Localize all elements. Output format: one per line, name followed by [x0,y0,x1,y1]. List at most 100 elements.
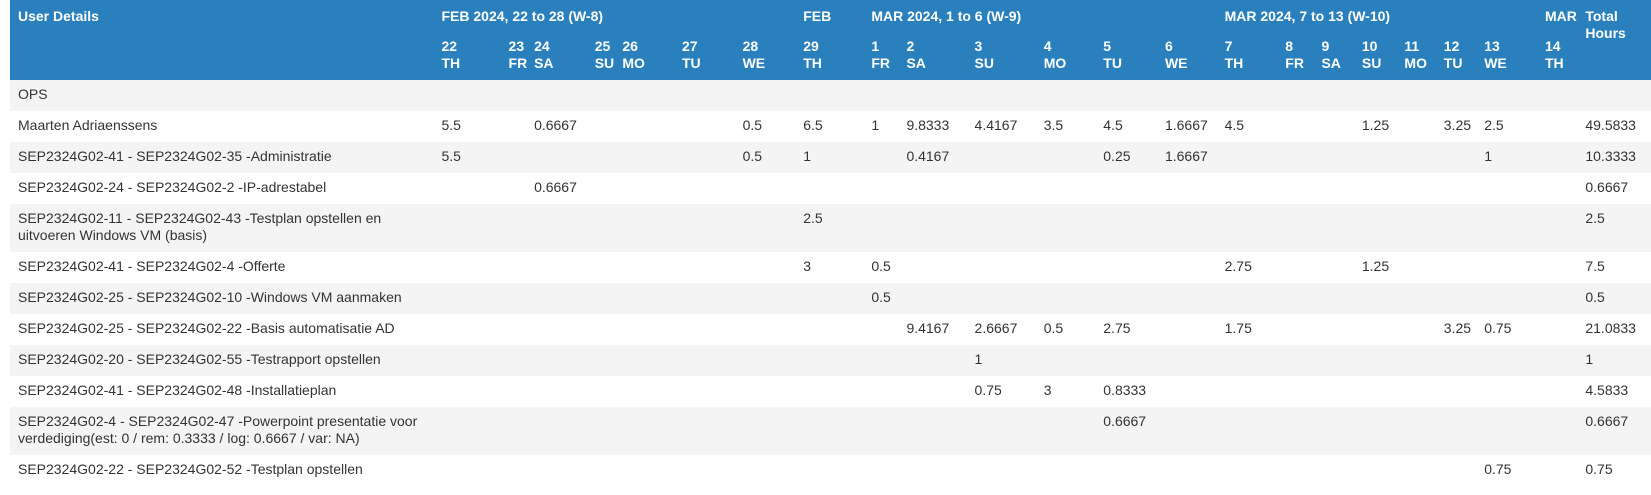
hours-cell [433,345,501,376]
hours-cell: 3 [1035,376,1096,407]
weekday-label: WE [742,55,766,71]
hours-cell [1353,407,1397,455]
hours-cell [1035,204,1096,252]
hours-cell [863,455,899,486]
task-label: SEP2324G02-11 - SEP2324G02-43 -Testplan … [10,204,434,252]
hours-cell [500,407,527,455]
task-row: SEP2324G02-41 - SEP2324G02-4 -Offerte 3 0.… [10,252,1651,283]
hours-cell [586,142,615,173]
hours-cell [500,204,527,252]
hours-cell [1536,345,1578,376]
hours-cell [500,252,527,283]
hours-cell [500,80,527,111]
hours-cell [1156,173,1217,204]
hours-cell [1216,455,1278,486]
hours-cell [863,142,899,173]
user-details-header: User Details [10,0,434,80]
day-number: 1 [871,38,880,54]
task-row: SEP2324G02-11 - SEP2324G02-43 -Testplan … [10,204,1651,252]
hours-cell: 1.75 [1216,314,1278,345]
hours-cell [898,204,967,252]
day-header: 8 FR [1277,38,1314,80]
hours-cell [1396,252,1436,283]
hours-cell [1476,80,1537,111]
hours-cell [1435,80,1477,111]
hours-cell [586,252,615,283]
hours-cell [614,376,674,407]
hours-cell [863,173,899,204]
hours-cell [966,204,1036,252]
week-10-header: MAR 2024, 7 to 13 (W-10) [1216,0,1537,38]
hours-cell [1156,252,1217,283]
feb-header: FEB [795,0,864,38]
hours-cell: 0.6667 [526,111,587,142]
hours-cell [898,376,967,407]
total-cell: 10.3333 [1577,142,1651,173]
total-cell: 49.5833 [1577,111,1651,142]
hours-cell [1396,455,1436,486]
hours-cell [863,204,899,252]
hours-cell [614,252,674,283]
hours-cell [673,407,735,455]
hours-cell: 6.5 [795,111,864,142]
hours-cell [1313,314,1354,345]
hours-cell [673,204,735,252]
hours-cell [734,252,796,283]
task-row: SEP2324G02-4 - SEP2324G02-47 -Powerpoint… [10,407,1651,455]
hours-cell [1313,376,1354,407]
hours-cell [1396,345,1436,376]
weekday-label: TU [1103,55,1122,71]
hours-cell [614,111,674,142]
hours-cell [1396,142,1436,173]
hours-cell [1353,173,1397,204]
hours-cell [1035,80,1096,111]
hours-cell [1536,376,1578,407]
day-header: 7 TH [1216,38,1278,80]
hours-cell [1277,204,1314,252]
hours-cell [1396,173,1436,204]
hours-cell [526,142,587,173]
hours-cell [1313,455,1354,486]
hours-cell: 5.5 [433,111,501,142]
hours-cell: 0.6667 [526,173,587,204]
day-number: 7 [1224,38,1233,54]
day-header: 26 MO [614,38,674,80]
hours-cell [526,455,587,486]
hours-cell [1156,345,1217,376]
hours-cell [586,455,615,486]
hours-cell [1095,80,1157,111]
hours-cell [1156,80,1217,111]
task-row: SEP2324G02-41 - SEP2324G02-48 -Installat… [10,376,1651,407]
hours-cell [1396,314,1436,345]
hours-cell: 1 [966,345,1036,376]
day-header: 9 SA [1313,38,1354,80]
hours-cell: 0.75 [1476,314,1537,345]
hours-cell [586,376,615,407]
hours-cell [1095,204,1157,252]
hours-cell [795,173,864,204]
hours-cell [1313,142,1354,173]
hours-cell [898,345,967,376]
hours-cell [734,173,796,204]
hours-cell [1536,314,1578,345]
hours-cell [500,345,527,376]
hours-cell [1435,376,1477,407]
hours-cell [1536,204,1578,252]
hours-cell [1476,283,1537,314]
total-cell: 0.75 [1577,455,1651,486]
hours-cell: 1.25 [1353,111,1397,142]
hours-cell [1396,283,1436,314]
task-row: SEP2324G02-20 - SEP2324G02-55 -Testrappo… [10,345,1651,376]
day-number: 25 [594,38,611,54]
weekday-label: SA [534,55,554,71]
hours-cell [586,314,615,345]
hours-cell [734,204,796,252]
hours-cell [795,345,864,376]
total-hours-header: Total Hours [1577,0,1651,80]
day-header: 2 SA [898,38,967,80]
hours-cell [1277,173,1314,204]
total-cell: 0.6667 [1577,407,1651,455]
hours-cell: 3.25 [1435,314,1477,345]
hours-cell [898,80,967,111]
hours-cell [734,283,796,314]
